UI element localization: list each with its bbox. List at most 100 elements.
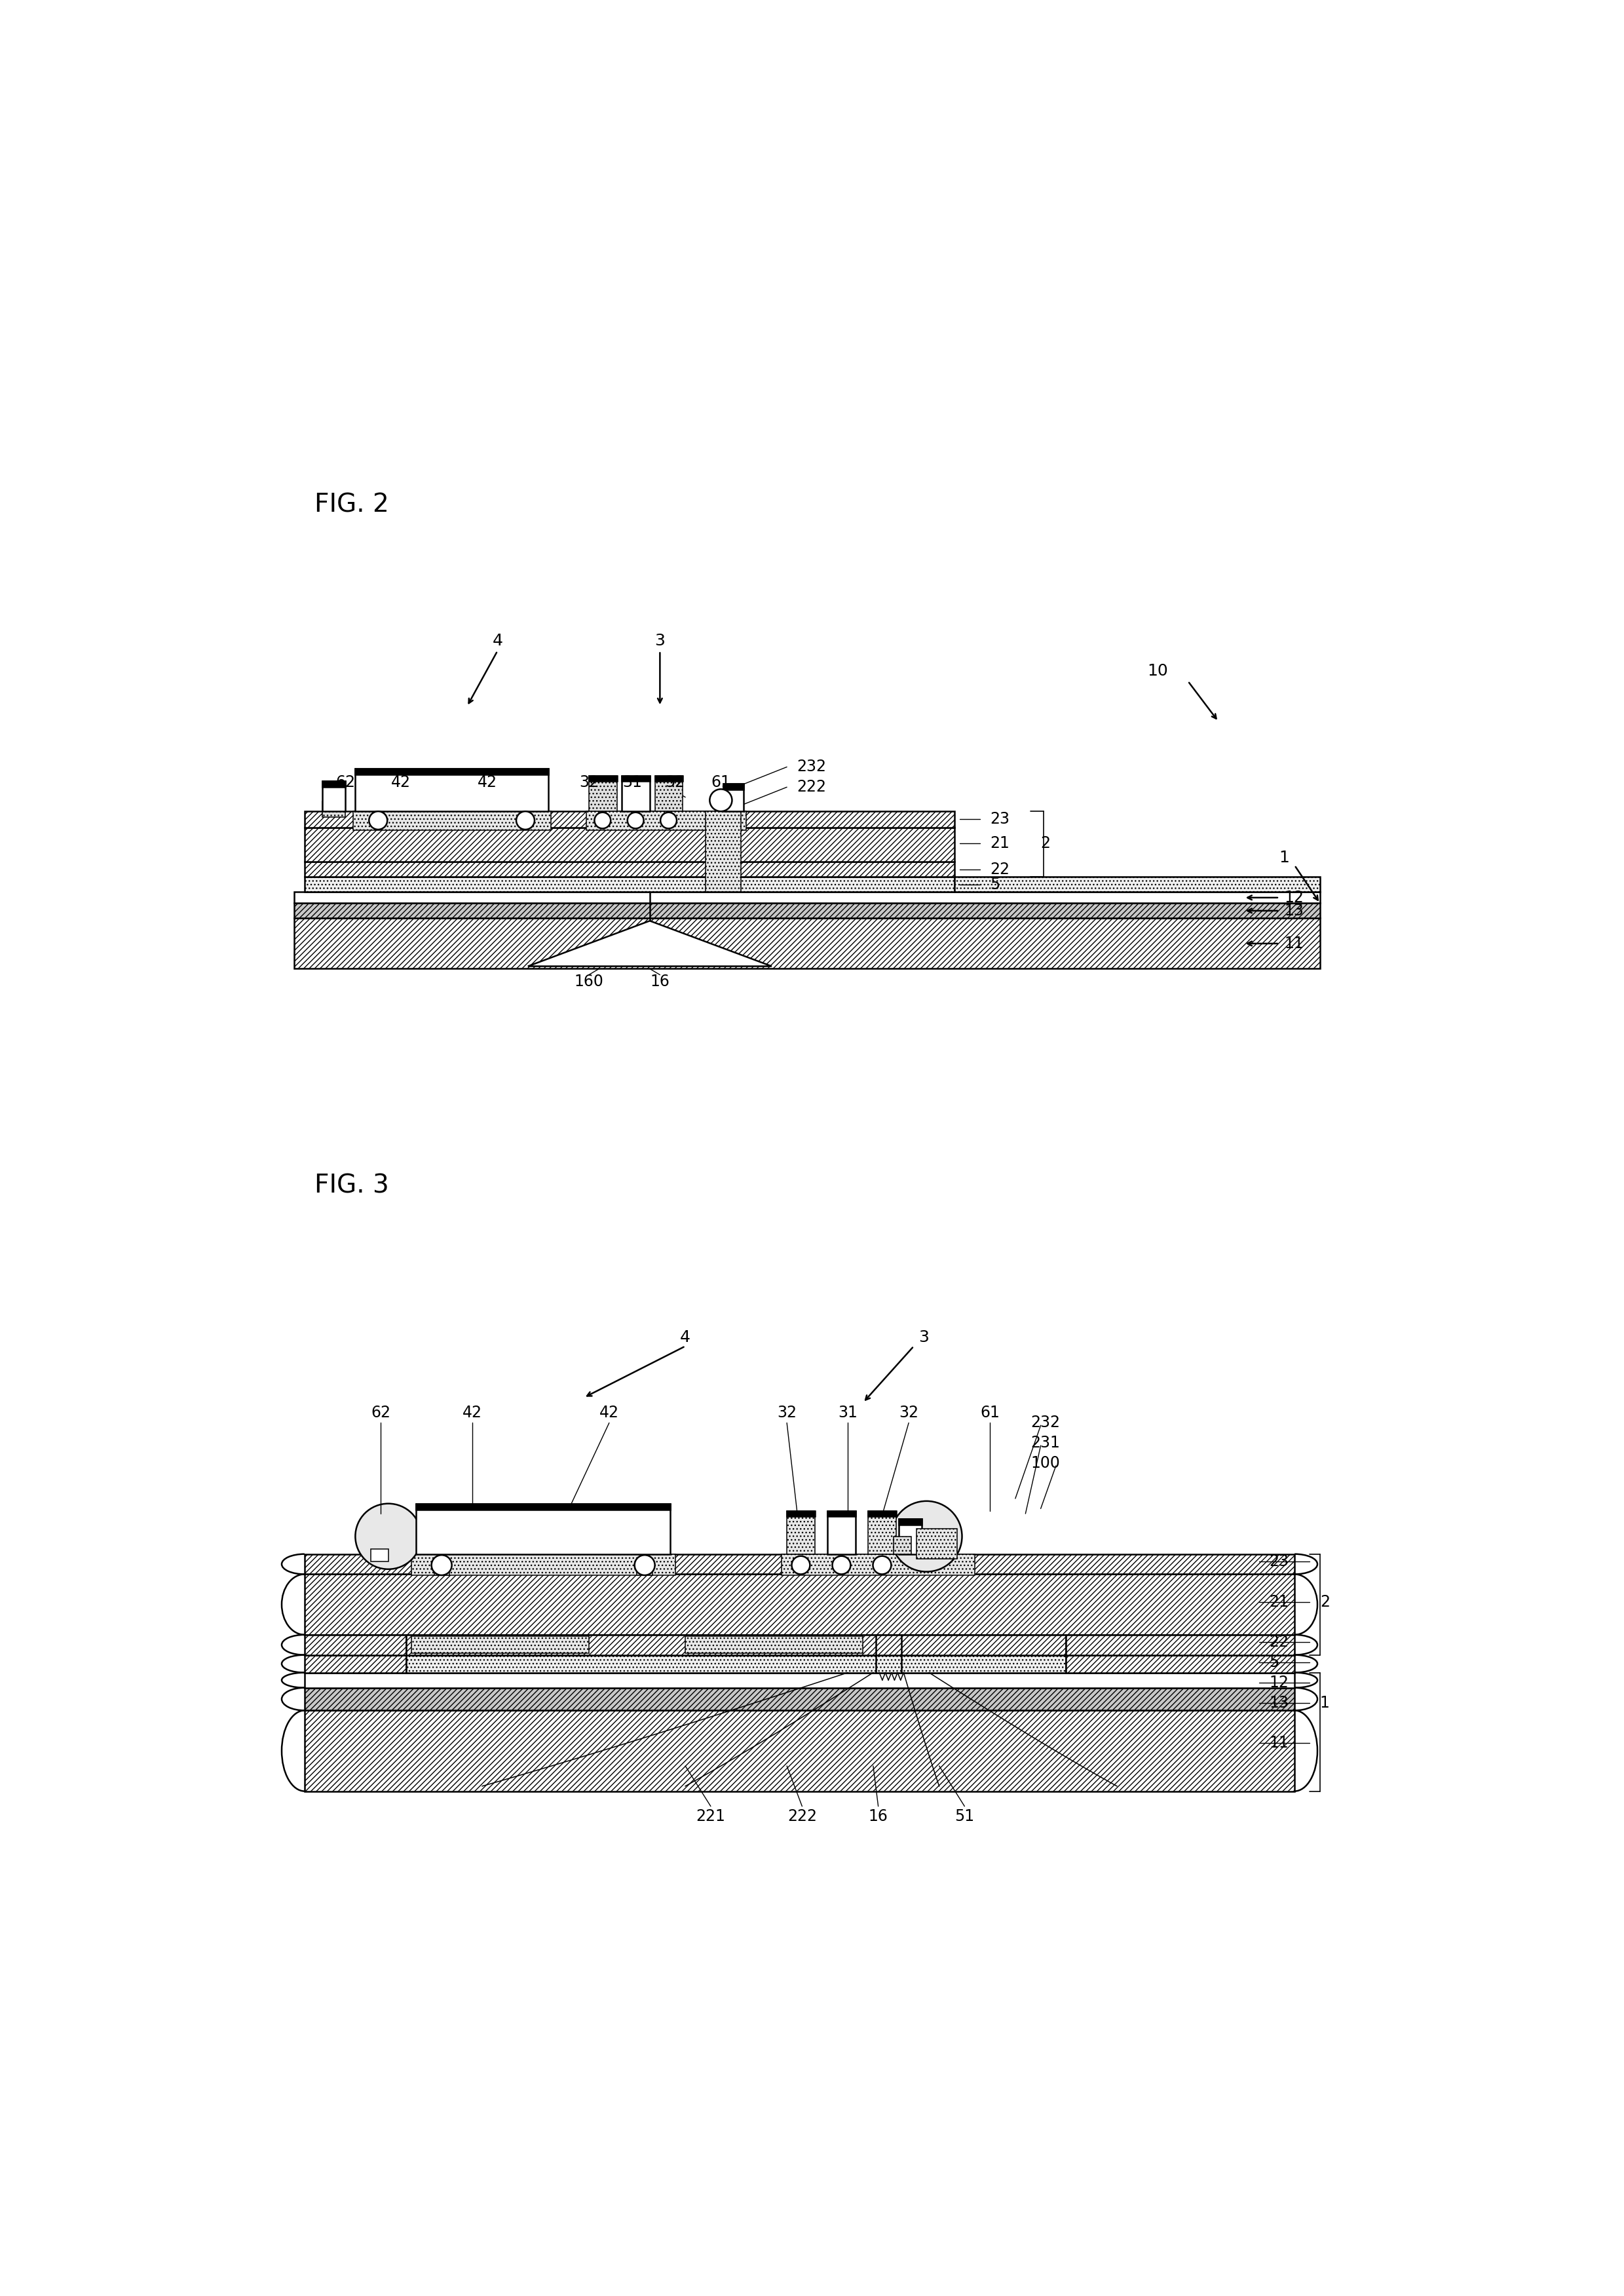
Circle shape — [791, 1557, 810, 1575]
Bar — [723, 783, 744, 790]
Bar — [1065, 1655, 1294, 1671]
Bar — [586, 810, 747, 831]
Bar — [622, 776, 650, 810]
Text: 1: 1 — [1280, 850, 1289, 866]
Bar — [781, 1554, 974, 1575]
Bar — [916, 1529, 957, 1559]
Text: 4: 4 — [680, 1329, 690, 1345]
Text: 62: 62 — [370, 1405, 390, 1421]
Circle shape — [369, 810, 387, 829]
Text: 100: 100 — [1031, 1456, 1060, 1472]
Bar — [305, 1635, 406, 1655]
Text: 4: 4 — [492, 634, 503, 650]
Text: 222: 222 — [797, 778, 827, 794]
Text: 16: 16 — [650, 974, 669, 990]
Bar — [654, 776, 682, 810]
Text: 32: 32 — [666, 774, 685, 790]
Text: 22: 22 — [991, 861, 1010, 877]
Bar — [705, 810, 741, 893]
Text: 2: 2 — [1041, 836, 1051, 852]
Bar — [322, 801, 346, 817]
Bar — [685, 1637, 862, 1653]
Text: 11: 11 — [1270, 1736, 1289, 1752]
Bar — [637, 1566, 653, 1575]
Bar — [305, 1554, 1294, 1575]
Text: 5: 5 — [1270, 1655, 1280, 1671]
Text: FIG. 2: FIG. 2 — [315, 491, 390, 517]
Text: 16: 16 — [869, 1809, 888, 1825]
Circle shape — [831, 1557, 851, 1575]
Text: 12: 12 — [1270, 1674, 1289, 1690]
Text: FIG. 3: FIG. 3 — [315, 1173, 390, 1199]
Bar — [406, 1635, 1065, 1655]
Bar — [955, 877, 1320, 893]
Bar — [411, 1637, 590, 1653]
Text: 51: 51 — [955, 1809, 974, 1825]
Bar — [352, 810, 551, 831]
Bar — [622, 776, 650, 781]
Text: 231: 231 — [1031, 1435, 1060, 1451]
Bar — [869, 1511, 896, 1515]
Bar — [654, 776, 682, 781]
Text: 22: 22 — [1270, 1635, 1289, 1651]
Circle shape — [432, 1554, 451, 1575]
Bar — [828, 1511, 856, 1515]
Text: 3: 3 — [919, 1329, 929, 1345]
Bar — [305, 1655, 406, 1671]
Bar — [305, 810, 955, 827]
Text: 31: 31 — [622, 774, 641, 790]
Text: 11: 11 — [1285, 937, 1304, 951]
Text: 232: 232 — [1031, 1414, 1060, 1430]
Text: 5: 5 — [991, 877, 1000, 893]
Bar — [590, 776, 617, 781]
Circle shape — [892, 1502, 961, 1573]
Text: 32: 32 — [898, 1405, 919, 1421]
Bar — [305, 877, 955, 893]
Bar — [898, 1518, 921, 1554]
Bar — [869, 1511, 896, 1554]
Text: 13: 13 — [1285, 902, 1304, 918]
Bar — [294, 902, 1320, 918]
Text: 61: 61 — [711, 774, 731, 790]
Bar — [294, 893, 1320, 902]
Bar — [723, 783, 744, 810]
Circle shape — [627, 813, 643, 829]
Text: 23: 23 — [991, 810, 1010, 827]
Text: 42: 42 — [599, 1405, 619, 1421]
Circle shape — [594, 813, 611, 829]
Bar — [898, 1518, 921, 1525]
Bar — [305, 827, 955, 861]
Bar — [416, 1504, 671, 1511]
Bar — [294, 918, 1320, 969]
Text: 21: 21 — [991, 836, 1010, 852]
Text: 42: 42 — [391, 774, 411, 790]
Circle shape — [710, 790, 732, 810]
Bar — [305, 1688, 1294, 1711]
Text: 61: 61 — [981, 1405, 1000, 1421]
Text: 232: 232 — [797, 760, 827, 774]
Bar — [788, 1511, 815, 1515]
Bar — [590, 776, 617, 810]
Text: 3: 3 — [654, 634, 666, 650]
Circle shape — [356, 1504, 421, 1568]
Text: 221: 221 — [697, 1809, 726, 1825]
Bar — [1065, 1635, 1294, 1655]
Bar — [411, 1554, 676, 1575]
Polygon shape — [528, 921, 771, 967]
Bar — [788, 1511, 815, 1554]
Bar — [322, 781, 346, 810]
Bar — [305, 1575, 1294, 1635]
Text: 160: 160 — [575, 974, 604, 990]
Circle shape — [661, 813, 677, 829]
Bar — [370, 1550, 388, 1561]
Circle shape — [874, 1557, 892, 1575]
Bar — [356, 769, 549, 774]
Text: 42: 42 — [477, 774, 497, 790]
Text: 222: 222 — [788, 1809, 817, 1825]
Bar — [416, 1504, 671, 1554]
Text: 10: 10 — [1147, 664, 1168, 680]
Text: 1: 1 — [1320, 1694, 1330, 1711]
Text: 23: 23 — [1270, 1554, 1289, 1570]
Text: 32: 32 — [776, 1405, 797, 1421]
Bar — [305, 1711, 1294, 1791]
